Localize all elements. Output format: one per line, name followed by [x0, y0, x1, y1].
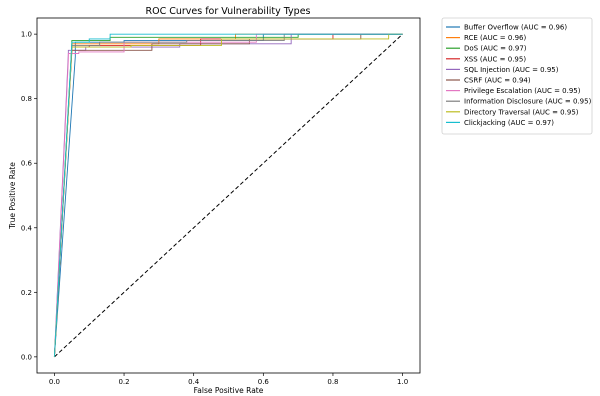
y-tick-label: 1.0 — [21, 31, 32, 39]
legend-entry-8: Directory Traversal (AUC = 0.95) — [464, 108, 579, 116]
random-baseline-line — [54, 33, 403, 358]
legend-entry-4: SQL Injection (AUC = 0.95) — [464, 66, 559, 74]
legend-entry-0: Buffer Overflow (AUC = 0.96) — [464, 24, 567, 32]
x-tick-label: 0.0 — [49, 378, 60, 386]
x-tick-label: 1.0 — [397, 378, 408, 386]
axis-ticks: 0.0 0.2 0.4 0.6 0.8 1.0 0.0 0.2 0.4 0.6 0.8 1.0 — [21, 31, 408, 386]
legend-entry-3: XSS (AUC = 0.95) — [464, 55, 526, 63]
legend-frame — [441, 17, 593, 135]
roc-series-line-9 — [53, 33, 403, 357]
y-tick-label: 0.4 — [21, 224, 33, 232]
legend-entry-5: CSRF (AUC = 0.94) — [464, 77, 531, 85]
legend-entry-2: DoS (AUC = 0.97) — [464, 45, 527, 53]
legend-entry-9: Clickjacking (AUC = 0.97) — [464, 119, 554, 127]
legend-entry-7: Information Disclosure (AUC = 0.95) — [464, 98, 592, 106]
roc-series-line-0 — [53, 33, 403, 357]
plot-lines — [53, 33, 403, 358]
x-tick-label: 0.4 — [188, 378, 200, 386]
x-tick-label: 0.6 — [258, 378, 270, 386]
y-tick-label: 0.0 — [21, 353, 32, 361]
x-axis-label: False Positive Rate — [194, 386, 264, 395]
legend-entry-1: RCE (AUC = 0.96) — [464, 34, 526, 42]
legend: Buffer Overflow (AUC = 0.96) RCE (AUC = 0… — [441, 17, 593, 135]
legend-entry-6: Privilege Escalation (AUC = 0.95) — [464, 87, 581, 95]
plot-frame — [36, 17, 421, 374]
y-tick-label: 0.8 — [21, 95, 32, 103]
roc-series-line-6 — [53, 33, 403, 357]
y-axis-label: True Positive Rate — [8, 162, 17, 230]
x-tick-label: 0.8 — [327, 378, 338, 386]
x-tick-label: 0.2 — [118, 378, 129, 386]
y-tick-label: 0.6 — [21, 160, 33, 168]
chart-title: ROC Curves for Vulnerability Types — [145, 6, 310, 17]
y-tick-label: 0.2 — [21, 289, 32, 297]
